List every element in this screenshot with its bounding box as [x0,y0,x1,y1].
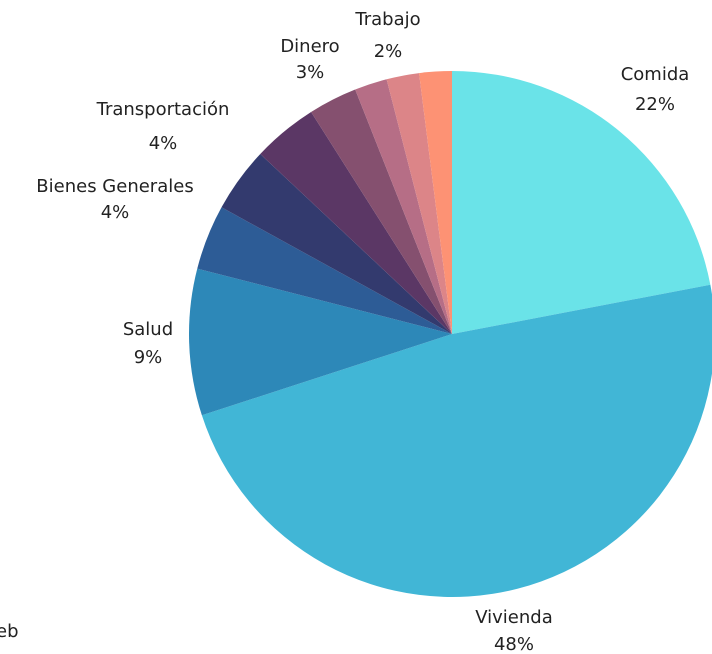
pie-slice [221,153,452,334]
pie-slice [419,71,452,334]
pie-slice [452,71,711,334]
slice-value-label: 9% [134,347,163,368]
pie-slice [355,79,452,334]
slice-value-label: 22% [635,94,675,115]
slice-label: Transportación [96,99,230,120]
slice-value-label: 3% [296,62,325,83]
pie-slice [189,268,453,416]
slice-label: Vivienda [475,607,553,628]
pie-slice [386,73,452,334]
slice-value-label: 2% [374,41,403,62]
slice-label: Comida [621,64,690,85]
caption: eb [0,621,19,642]
slice-label: Dinero [280,36,339,57]
slice-label: Trabajo [354,9,420,30]
slice-value-label: 48% [494,634,534,654]
slice-value-label: 4% [149,133,178,154]
pie-slice [201,284,712,597]
pie-slice [311,89,452,334]
slice-label: Salud [123,319,173,340]
slice-label: Bienes Generales [36,176,193,197]
pie-slice [197,207,452,334]
slice-value-label: 4% [101,202,130,223]
pie-slice [260,111,452,334]
